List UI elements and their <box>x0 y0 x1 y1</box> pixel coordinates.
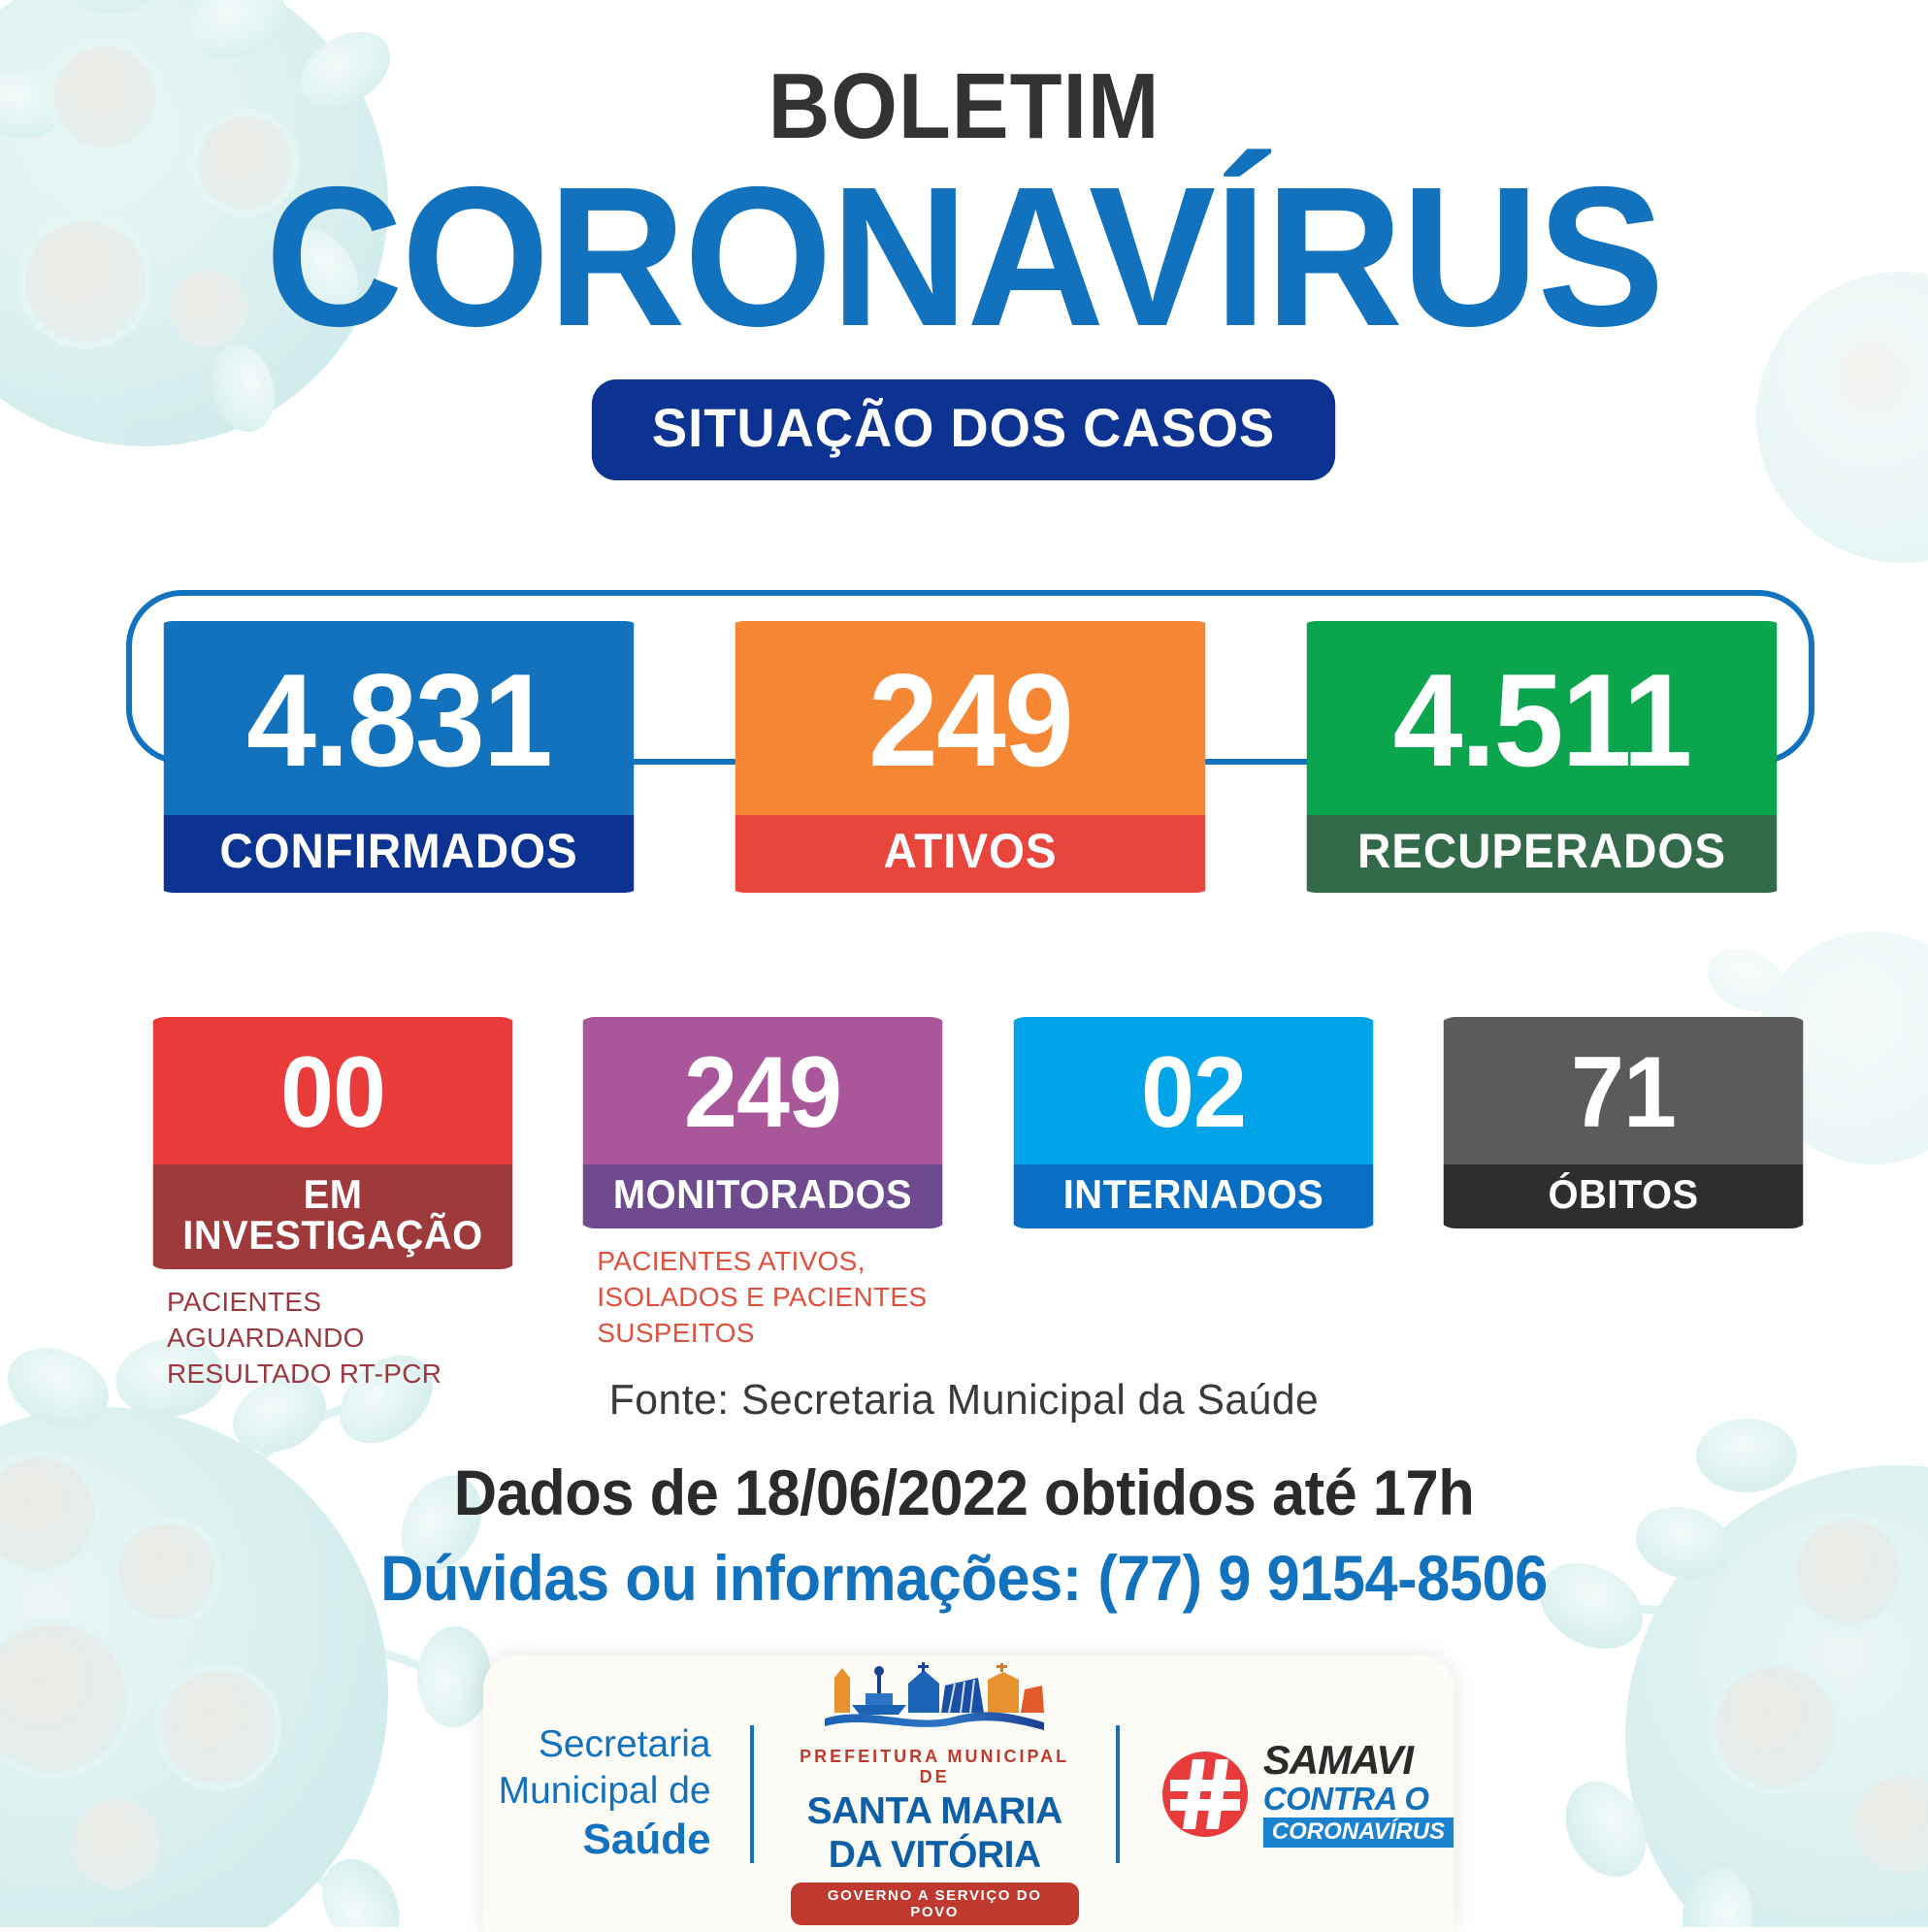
stat-card-confirmados: 4.831 CONFIRMADOS <box>151 621 646 893</box>
stat-column-internados: 02 INTERNADOS <box>1004 1017 1383 1392</box>
stat-caption-monitorados: PACIENTES ATIVOS, ISOLADOS E PACIENTES S… <box>597 1246 928 1348</box>
stat-value-recuperados: 4.511 <box>1306 621 1778 815</box>
stat-card-recuperados: 4.511 RECUPERADOS <box>1294 621 1789 893</box>
stat-label-monitorados: MONITORADOS <box>583 1164 943 1228</box>
campaign-line2: CONTRA O <box>1262 1781 1429 1817</box>
stat-value-confirmados: 4.831 <box>163 621 635 815</box>
stat-column-investigacao: 00 EM INVESTIGAÇÃO PACIENTES AGUARDANDO … <box>144 1017 522 1392</box>
primary-stats-row: 4.831 CONFIRMADOS 249 ATIVOS 4.511 RECUP… <box>126 621 1814 893</box>
city-name-line1: SANTA MARIA <box>806 1789 1063 1832</box>
stat-card-ativos: 249 ATIVOS <box>723 621 1218 893</box>
stat-label-investigacao: EM INVESTIGAÇÃO <box>152 1164 513 1269</box>
campaign-line3: CORONAVÍRUS <box>1262 1817 1454 1848</box>
campaign-text: SAMAVI CONTRA O CORONAVÍRUS <box>1262 1737 1454 1848</box>
stat-label-confirmados: CONFIRMADOS <box>163 815 635 893</box>
stat-caption-investigacao: PACIENTES AGUARDANDO RESULTADO RT-PCR <box>167 1287 442 1389</box>
city-tagline: GOVERNO A SERVIÇO DO POVO <box>790 1883 1079 1926</box>
city-name-line2: DA VITÓRIA <box>828 1834 1041 1876</box>
stat-value-internados: 02 <box>1013 1017 1373 1164</box>
page-title: CORONAVÍRUS <box>265 146 1664 368</box>
hashtag-cross-icon <box>1161 1751 1248 1837</box>
banner-wrapper: SITUAÇÃO DOS CASOS <box>0 379 1928 480</box>
stat-card-obitos: 71 ÓBITOS <box>1434 1017 1813 1228</box>
city-skyline-icon <box>825 1661 1045 1730</box>
health-dept-line3: Saúde <box>582 1816 711 1864</box>
stat-value-investigacao: 00 <box>152 1017 513 1164</box>
secondary-stats-row: 00 EM INVESTIGAÇÃO PACIENTES AGUARDANDO … <box>144 1017 1813 1392</box>
contact-line: Dúvidas ou informações: (77) 9 9154-8506 <box>380 1542 1548 1614</box>
data-date-line: Dados de 18/06/2022 obtidos até 17h <box>453 1457 1475 1528</box>
city-prefix-label: PREFEITURA MUNICIPAL DE <box>800 1746 1070 1786</box>
stat-card-investigacao: 00 EM INVESTIGAÇÃO <box>144 1017 522 1269</box>
stat-card-internados: 02 INTERNADOS <box>1004 1017 1383 1228</box>
city-hall-logo: PREFEITURA MUNICIPAL DE SANTA MARIA DA V… <box>754 1661 1116 1926</box>
stat-column-obitos: 71 ÓBITOS <box>1434 1017 1813 1392</box>
stat-value-ativos: 249 <box>735 621 1206 815</box>
page-header: BOLETIM CORONAVÍRUS SITUAÇÃO DOS CASOS <box>0 0 1928 480</box>
health-dept-line1: Secretaria <box>538 1723 711 1766</box>
logo-bar: Secretaria Municipal de Saúde <box>483 1655 1454 1932</box>
stat-card-monitorados: 249 MONITORADOS <box>573 1017 952 1228</box>
campaign-line1: SAMAVI <box>1262 1737 1414 1783</box>
eyebrow-title: BOLETIM <box>768 54 1160 158</box>
stat-value-monitorados: 249 <box>583 1017 943 1164</box>
source-line: Fonte: Secretaria Municipal da Saúde <box>608 1376 1320 1424</box>
logo-divider-left <box>749 1724 754 1863</box>
campaign-logo: SAMAVI CONTRA O CORONAVÍRUS <box>1120 1740 1454 1848</box>
health-dept-line2: Municipal de <box>498 1769 711 1812</box>
logo-divider-right <box>1115 1724 1120 1863</box>
stat-label-obitos: ÓBITOS <box>1443 1164 1804 1228</box>
section-banner: SITUAÇÃO DOS CASOS <box>592 379 1336 480</box>
stat-column-monitorados: 249 MONITORADOS PACIENTES ATIVOS, ISOLAD… <box>573 1017 952 1392</box>
stat-value-obitos: 71 <box>1443 1017 1804 1164</box>
stat-label-recuperados: RECUPERADOS <box>1306 815 1778 893</box>
stat-label-ativos: ATIVOS <box>735 815 1206 893</box>
health-department-logo: Secretaria Municipal de Saúde <box>483 1721 750 1866</box>
stat-label-internados: INTERNADOS <box>1013 1164 1373 1228</box>
